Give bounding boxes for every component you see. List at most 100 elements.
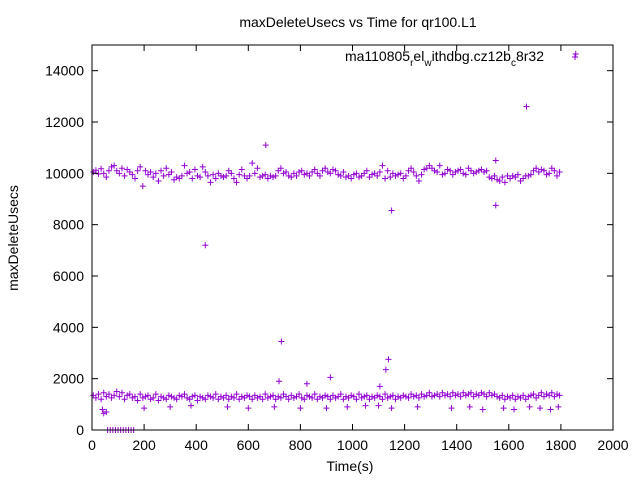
data-point (142, 393, 149, 400)
data-point (514, 171, 521, 178)
data-point (499, 174, 506, 181)
data-point (251, 392, 258, 399)
data-point (158, 167, 165, 174)
data-point (405, 167, 412, 174)
data-point (150, 394, 157, 401)
data-point (99, 406, 106, 413)
data-point (540, 167, 547, 174)
data-point (108, 394, 115, 401)
data-point (327, 396, 334, 403)
data-point (460, 170, 467, 177)
data-point (504, 172, 511, 179)
data-point (514, 393, 521, 400)
data-point (311, 166, 318, 173)
data-point (210, 171, 217, 178)
data-point (184, 170, 191, 177)
data-point (520, 175, 527, 182)
data-point (553, 172, 560, 179)
data-point (388, 207, 395, 214)
data-point (276, 378, 283, 385)
data-point (389, 392, 396, 399)
data-point (111, 162, 118, 169)
legend-text-part: 8r32 (516, 48, 544, 64)
data-point (257, 174, 264, 181)
data-point (278, 338, 285, 345)
data-point (254, 394, 261, 401)
data-point (118, 389, 125, 396)
data-point (468, 167, 475, 174)
data-point (223, 392, 230, 399)
data-point (217, 172, 224, 179)
data-point (126, 169, 133, 176)
data-point (176, 175, 183, 182)
data-point (204, 172, 211, 179)
data-point (103, 393, 110, 400)
data-point (134, 397, 141, 404)
data-point (262, 142, 269, 149)
data-point (332, 167, 339, 174)
data-point (246, 172, 253, 179)
data-point (448, 405, 455, 412)
x-tick-label: 1400 (441, 437, 472, 453)
data-point (309, 169, 316, 176)
data-point (249, 396, 256, 403)
data-point (431, 392, 438, 399)
y-tick-label: 6000 (53, 268, 84, 284)
data-point (418, 171, 425, 178)
data-point (113, 388, 120, 395)
data-point (259, 396, 266, 403)
data-point (293, 172, 300, 179)
data-point (285, 396, 292, 403)
data-point (243, 392, 250, 399)
data-point (410, 169, 417, 176)
data-point (397, 170, 404, 177)
data-point (217, 393, 224, 400)
y-tick-label: 12000 (45, 114, 84, 130)
y-tick-label: 10000 (45, 165, 84, 181)
data-point (251, 170, 258, 177)
data-point (100, 410, 107, 417)
data-point (137, 391, 144, 398)
data-point (520, 392, 527, 399)
data-point (95, 170, 102, 177)
data-point (362, 402, 369, 409)
data-point (387, 393, 394, 400)
data-point (171, 176, 178, 183)
data-point (468, 389, 475, 396)
data-point (225, 396, 232, 403)
data-point (496, 394, 503, 401)
data-point (194, 397, 201, 404)
data-point (473, 169, 480, 176)
data-point (270, 392, 277, 399)
x-tick-label: 600 (237, 437, 261, 453)
data-point (324, 393, 331, 400)
data-point (224, 403, 231, 410)
data-point (121, 396, 128, 403)
data-point (426, 162, 433, 169)
data-point (327, 374, 334, 381)
data-point (491, 391, 498, 398)
data-point (207, 179, 214, 186)
data-point (548, 389, 555, 396)
data-point (259, 172, 266, 179)
data-point (176, 392, 183, 399)
data-point (337, 172, 344, 179)
data-point (303, 170, 310, 177)
data-point (447, 393, 454, 400)
data-point (141, 405, 148, 412)
data-point (322, 165, 329, 172)
data-point (345, 394, 352, 401)
data-point (275, 393, 282, 400)
data-point (124, 392, 131, 399)
data-point (228, 393, 235, 400)
data-point (173, 396, 180, 403)
data-point (271, 403, 278, 410)
data-point (267, 393, 274, 400)
data-point (275, 167, 282, 174)
data-point (184, 394, 191, 401)
data-point (116, 170, 123, 177)
data-point (314, 170, 321, 177)
data-point (426, 389, 433, 396)
data-point (444, 391, 451, 398)
data-point (212, 391, 219, 398)
